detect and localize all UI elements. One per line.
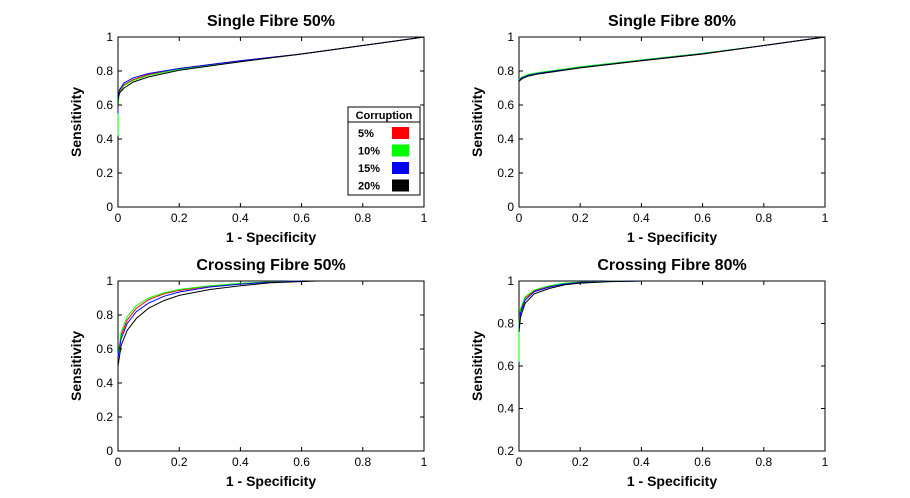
x-tick-label: 0 [115,455,122,469]
chart-panel-4: Crossing Fibre 80%0 0.2 0.4 0.6 0.8 10.20.40.… [469,257,829,489]
y-axis-label: Sensitivity [68,331,84,401]
legend-entry-label: 15% [358,163,380,175]
y-axis-label: Sensitivity [68,87,84,157]
series-line-20pct [518,280,642,333]
chart-panel-2: Single Fibre 80% 0 0.2 0.4 0.6 0.8 1 0 0.2 0.4 0.6… [469,13,829,245]
x-tick-label: 0.4 [232,211,249,225]
legend-title: Corruption [356,110,413,122]
x-tick-label: 0.2 [572,455,589,469]
y-tick-label: 0.6 [96,98,113,112]
x-axis-label: 1 - Specificity [226,473,316,489]
legend-swatch [392,144,409,157]
legend-swatch [392,179,409,192]
y-tick-label: 0.8 [96,308,113,322]
x-tick-label: 0.8 [354,455,371,469]
y-tick-label: 0.4 [497,402,514,416]
y-tick-label: 0 [106,444,113,458]
y-tick-label: 0.8 [497,317,514,331]
y-tick-label: 1 [507,30,514,44]
x-tick-label: 0 [115,211,122,225]
y-tick-label: 0.4 [96,376,113,390]
y-tick-label: 0 [507,200,514,214]
x-tick-label: 0.2 [171,211,188,225]
chart-title: Single Fibre 80% [608,13,736,30]
x-axis-label: 1 - Specificity [627,473,717,489]
x-tick-label: 1 [822,455,829,469]
x-tick-label: 0.6 [293,455,310,469]
series-line-15pct [117,280,302,358]
x-tick-label: 0 [516,211,523,225]
plot-area [117,280,425,452]
x-tick-label: 0.4 [633,211,650,225]
y-tick-label: 0.2 [96,410,113,424]
legend-swatch [392,127,409,139]
y-tick-label: 0 [106,200,113,214]
legend: Corruption 5% 10% 15% 20% [347,106,421,196]
y-tick-label: 1 [507,274,514,288]
chart-panel-1: Single Fibre 50% 0 0.2 0.4 0.6 0.8 1 0 0.2 0.4 0.6… [68,13,428,245]
x-tick-label: 0.6 [293,211,310,225]
chart-title: Crossing Fibre 80% [597,257,746,274]
series-line-20pct [117,280,317,367]
y-tick-label: 1 [106,30,113,44]
y-tick-label: 0.6 [96,342,113,356]
y-tick-label: 0.2 [497,444,514,458]
y-axis-label: Sensitivity [469,87,485,157]
x-tick-label: 1 [421,211,428,225]
legend-entry-label: 5% [358,128,374,140]
y-tick-label: 0.4 [96,132,113,146]
x-tick-label: 0.4 [633,455,650,469]
y-tick-label: 0.6 [497,98,514,112]
series-line-20pct [117,36,425,109]
x-tick-label: 1 [421,455,428,469]
series-line-10pct [117,280,302,356]
x-tick-label: 0.6 [694,455,711,469]
y-tick-label: 0.2 [497,166,514,180]
legend-swatch [392,162,409,174]
x-tick-label: 0.4 [232,455,249,469]
x-tick-label: 0.2 [572,211,589,225]
legend-entry-label: 20% [358,181,380,193]
x-tick-label: 0 [516,455,523,469]
y-axis-label: Sensitivity [469,331,485,401]
series-line-20pct [518,36,826,85]
y-tick-label: 0.8 [96,64,113,78]
chart-title: Crossing Fibre 50% [196,257,345,274]
x-axis-label: 1 - Specificity [226,229,316,245]
chart-panel-3: Crossing Fibre 50% 0 0.2 0.4 0.6 0.8 1 0 0.2 0.4 0… [68,257,428,489]
legend-entry-label: 10% [358,146,380,158]
y-tick-label: 0.8 [497,64,514,78]
plot-area [518,36,826,208]
chart-title: Single Fibre 50% [207,13,335,30]
y-tick-label: 0.6 [497,359,514,373]
x-tick-label: 0.6 [694,211,711,225]
y-tick-label: 1 [106,274,113,288]
y-tick-label: 0.2 [96,166,113,180]
x-tick-label: 1 [822,211,829,225]
x-tick-label: 0.8 [755,455,772,469]
x-tick-label: 0.8 [755,211,772,225]
y-tick-label: 0.4 [497,132,514,146]
x-axis-label: 1 - Specificity [627,229,717,245]
x-tick-label: 0.2 [171,455,188,469]
plot-area [518,280,826,452]
x-tick-label: 0.8 [354,211,371,225]
